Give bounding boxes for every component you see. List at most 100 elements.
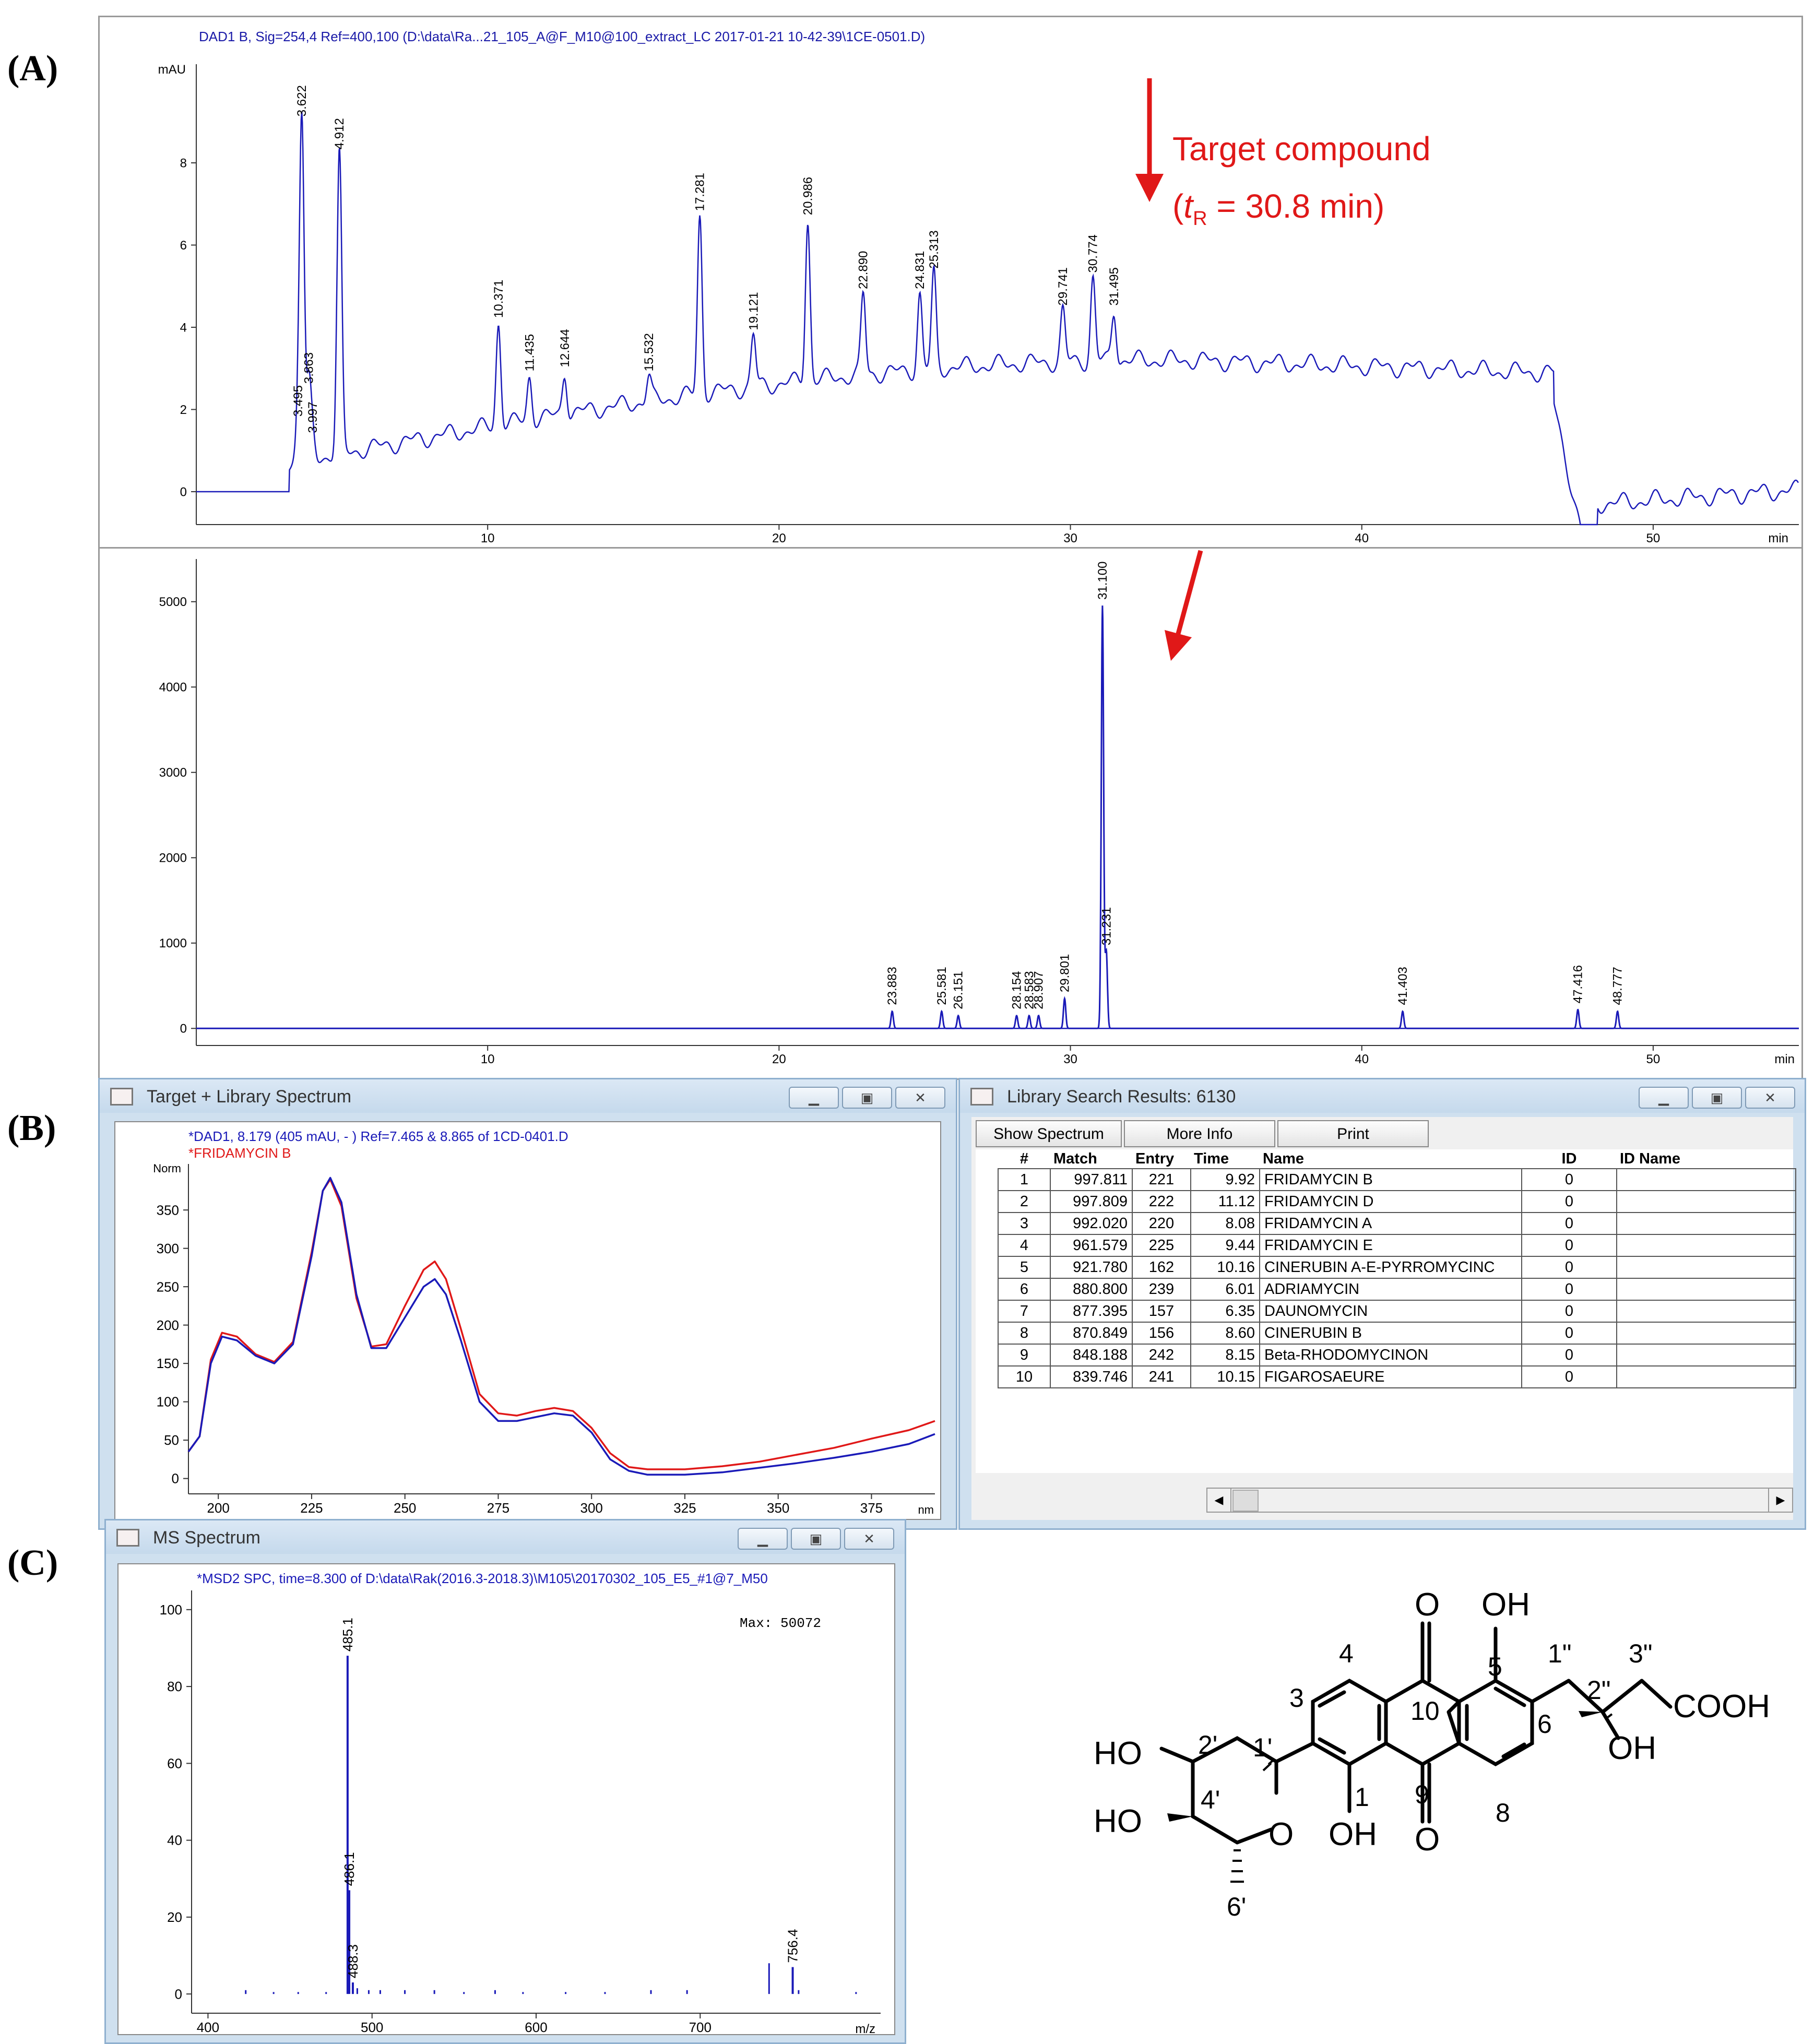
x-tick-label: 200 — [207, 1500, 230, 1516]
locant-5: 5 — [1488, 1652, 1502, 1681]
cell-entry: 222 — [1132, 1190, 1191, 1213]
col-header-match: Match — [1053, 1150, 1097, 1167]
window-title: MS Spectrum — [153, 1528, 260, 1548]
cell-entry: 220 — [1132, 1212, 1191, 1235]
x-axis-unit: min — [1774, 1052, 1795, 1066]
peak-label: 19.121 — [746, 292, 761, 330]
x-tick-label: 10 — [481, 531, 495, 545]
x-tick-label: 40 — [1355, 1052, 1369, 1066]
print-button[interactable]: Print — [1277, 1120, 1429, 1147]
cell-number: 10 — [998, 1365, 1051, 1388]
cell-id-name — [1616, 1212, 1796, 1235]
structure-wedges — [1167, 1711, 1603, 1822]
cell-id: 0 — [1521, 1344, 1617, 1366]
atom-label-oh-bottom: OH — [1329, 1816, 1377, 1852]
cell-time: 10.15 — [1190, 1365, 1260, 1388]
cell-time: 8.60 — [1190, 1322, 1260, 1345]
scroll-left-arrow-icon[interactable]: ◀ — [1207, 1489, 1231, 1512]
results-table-header: # Match Entry Time Name ID ID Name — [998, 1149, 1796, 1169]
ms-peak-label: 485.1 — [340, 1618, 355, 1651]
cell-match: 997.809 — [1050, 1190, 1133, 1213]
ms-max-label: Max: 50072 — [740, 1615, 822, 1631]
atom-label-ho-lower: HO — [1094, 1803, 1142, 1839]
cell-entry: 241 — [1132, 1365, 1191, 1388]
cell-number: 9 — [998, 1344, 1051, 1366]
close-button[interactable]: ✕ — [1745, 1087, 1795, 1109]
peak-label: 31.231 — [1099, 907, 1113, 945]
scroll-right-arrow-icon[interactable]: ▶ — [1768, 1489, 1792, 1512]
cell-time: 6.01 — [1190, 1278, 1260, 1301]
cell-number: 8 — [998, 1322, 1051, 1345]
cell-id: 0 — [1521, 1278, 1617, 1301]
y-axis-unit: mAU — [158, 63, 186, 77]
horizontal-scrollbar[interactable]: ◀ ▶ — [1206, 1488, 1793, 1513]
locant-9: 9 — [1415, 1780, 1429, 1809]
x-tick-label: 375 — [860, 1500, 883, 1516]
close-button[interactable]: ✕ — [895, 1087, 945, 1109]
maximize-button[interactable]: ▣ — [791, 1528, 841, 1550]
col-header-number: # — [1019, 1150, 1029, 1167]
cell-id: 0 — [1521, 1190, 1617, 1213]
table-row[interactable]: 10 839.746 241 10.15 FIGAROSAEURE 0 — [998, 1365, 1796, 1388]
peak-label: 4.912 — [333, 118, 347, 149]
library-search-results-window: Library Search Results: 6130 ▁ ▣ ✕ Show … — [958, 1078, 1806, 1530]
cell-number: 4 — [998, 1234, 1051, 1257]
y-tick-label: 80 — [167, 1679, 182, 1694]
minimize-button[interactable]: ▁ — [1639, 1087, 1689, 1109]
target-compound-annotation: Target compound (tR = 30.8 min) — [1172, 129, 1431, 230]
cell-name: FRIDAMYCIN B — [1259, 1168, 1522, 1191]
cell-entry: 156 — [1132, 1322, 1191, 1345]
x-tick-label: 30 — [1063, 531, 1077, 545]
ms-spectrum-subtitle: *MSD2 SPC, time=8.300 of D:\data\Rak(201… — [197, 1571, 768, 1586]
col-header-entry: Entry — [1135, 1150, 1175, 1167]
table-row[interactable]: 6 880.800 239 6.01 ADRIAMYCIN 0 — [998, 1278, 1796, 1301]
minimize-button[interactable]: ▁ — [789, 1087, 839, 1109]
more-info-button[interactable]: More Info — [1124, 1120, 1275, 1147]
cell-id-name — [1616, 1344, 1796, 1366]
cell-time: 9.44 — [1190, 1234, 1260, 1257]
atom-label-o-ring: O — [1268, 1816, 1294, 1852]
y-tick-label: 60 — [167, 1755, 182, 1771]
scrollbar-thumb[interactable] — [1232, 1490, 1259, 1512]
col-header-id: ID — [1561, 1150, 1577, 1167]
peak-label: 3.997 — [306, 402, 320, 433]
show-spectrum-button[interactable]: Show Spectrum — [976, 1120, 1122, 1147]
cell-name: FRIDAMYCIN A — [1259, 1212, 1522, 1235]
x-tick-label: 10 — [481, 1052, 495, 1066]
peak-label: 20.986 — [801, 177, 815, 215]
peak-label: 17.281 — [693, 173, 707, 211]
cell-id: 0 — [1521, 1322, 1617, 1345]
window-title: Target + Library Spectrum — [147, 1087, 352, 1107]
cell-name: FIGAROSAEURE — [1259, 1365, 1522, 1388]
ms-spectrum-chart: 400 500 600 700 0 20 40 60 80 100 m/z 485.1 486.1 488… — [160, 1590, 881, 2034]
y-tick-label: 6 — [180, 239, 187, 253]
maximize-button[interactable]: ▣ — [1692, 1087, 1742, 1109]
spectrum-series-line — [187, 1178, 935, 1470]
cell-id-name — [1616, 1256, 1796, 1279]
cell-time: 11.12 — [1190, 1190, 1260, 1213]
peak-label: 31.495 — [1107, 267, 1121, 305]
table-row[interactable]: 7 877.395 157 6.35 DAUNOMYCIN 0 — [998, 1300, 1796, 1323]
maximize-button[interactable]: ▣ — [842, 1087, 892, 1109]
peak-label: 12.644 — [558, 329, 572, 367]
cell-id: 0 — [1521, 1168, 1617, 1191]
close-button[interactable]: ✕ — [844, 1528, 894, 1550]
minimize-button[interactable]: ▁ — [738, 1528, 788, 1550]
y-tick-label: 50 — [164, 1432, 179, 1448]
peak-label: 28.583 — [1022, 971, 1036, 1009]
cell-id: 0 — [1521, 1212, 1617, 1235]
peak-label: 15.532 — [642, 333, 656, 371]
results-table: # Match Entry Time Name ID ID Name 1 997.… — [998, 1149, 1796, 1388]
table-row[interactable]: 9 848.188 242 8.15 Beta-RHODOMYCINON 0 — [998, 1344, 1796, 1366]
cell-match: 877.395 — [1050, 1300, 1133, 1323]
x-tick-label: 400 — [197, 2019, 219, 2034]
y-axis-unit: Norm — [153, 1162, 181, 1175]
table-row[interactable]: 5 921.780 162 10.16 CINERUBIN A-E-PYRROMYCIN… — [998, 1256, 1796, 1279]
y-tick-label: 4 — [180, 320, 187, 335]
x-tick-label: 50 — [1646, 1052, 1661, 1066]
